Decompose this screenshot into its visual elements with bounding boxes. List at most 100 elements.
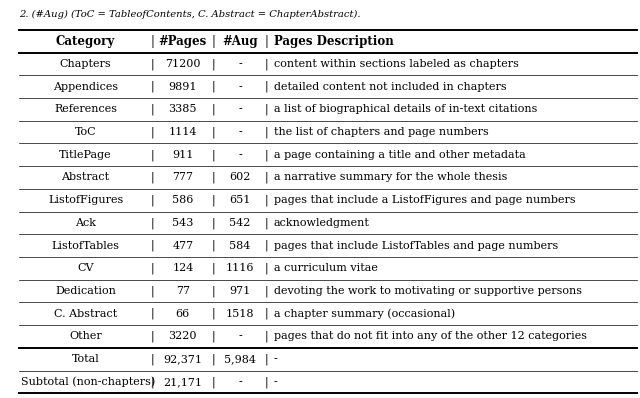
Text: 971: 971 [229, 286, 251, 296]
Text: a narrative summary for the whole thesis: a narrative summary for the whole thesis [274, 172, 508, 182]
Text: |: | [264, 35, 268, 48]
Text: Pages Description: Pages Description [274, 35, 394, 48]
Text: |: | [212, 331, 216, 342]
Text: |: | [264, 195, 268, 206]
Text: |: | [150, 217, 154, 228]
Text: |: | [264, 172, 268, 183]
Text: -: - [238, 59, 242, 69]
Text: |: | [264, 376, 268, 388]
Text: |: | [264, 126, 268, 138]
Text: 1116: 1116 [226, 263, 254, 273]
Text: |: | [150, 331, 154, 342]
Text: pages that do not fit into any of the other 12 categories: pages that do not fit into any of the ot… [274, 332, 587, 341]
Text: Total: Total [72, 354, 99, 364]
Text: -: - [238, 82, 242, 92]
Text: |: | [212, 126, 216, 138]
Text: 477: 477 [172, 241, 193, 251]
Text: |: | [212, 58, 216, 70]
Text: |: | [150, 126, 154, 138]
Text: |: | [264, 58, 268, 70]
Text: |: | [212, 172, 216, 183]
Text: 5,984: 5,984 [224, 354, 256, 364]
Text: -: - [238, 104, 242, 114]
Text: 911: 911 [172, 150, 193, 160]
Text: -: - [274, 377, 278, 387]
Text: 92,371: 92,371 [163, 354, 202, 364]
Text: |: | [150, 240, 154, 252]
Text: 9891: 9891 [168, 82, 197, 92]
Text: |: | [264, 263, 268, 274]
Text: CV: CV [77, 263, 94, 273]
Text: |: | [212, 353, 216, 365]
Text: 543: 543 [172, 218, 193, 228]
Text: |: | [212, 217, 216, 228]
Text: |: | [150, 353, 154, 365]
Text: -: - [238, 127, 242, 137]
Text: |: | [212, 103, 216, 115]
Text: |: | [212, 149, 216, 160]
Text: |: | [212, 195, 216, 206]
Text: |: | [264, 81, 268, 92]
Text: |: | [264, 217, 268, 228]
Text: |: | [150, 195, 154, 206]
Text: |: | [264, 308, 268, 320]
Text: |: | [212, 263, 216, 274]
Text: acknowledgment: acknowledgment [274, 218, 370, 228]
Text: |: | [264, 103, 268, 115]
Text: |: | [212, 240, 216, 252]
Text: 777: 777 [172, 172, 193, 182]
Text: #Pages: #Pages [159, 35, 207, 48]
Text: 124: 124 [172, 263, 193, 273]
Text: |: | [264, 285, 268, 297]
Text: 71200: 71200 [165, 59, 200, 69]
Text: |: | [264, 149, 268, 160]
Text: |: | [264, 331, 268, 342]
Text: -: - [238, 377, 242, 387]
Text: |: | [150, 263, 154, 274]
Text: |: | [150, 149, 154, 160]
Text: |: | [212, 285, 216, 297]
Text: 602: 602 [229, 172, 251, 182]
Text: Appendices: Appendices [53, 82, 118, 92]
Text: Chapters: Chapters [60, 59, 111, 69]
Text: |: | [150, 81, 154, 92]
Text: ListofFigures: ListofFigures [48, 195, 124, 205]
Text: Ack: Ack [75, 218, 96, 228]
Text: |: | [212, 35, 216, 48]
Text: pages that include ListofTables and page numbers: pages that include ListofTables and page… [274, 241, 558, 251]
Text: the list of chapters and page numbers: the list of chapters and page numbers [274, 127, 489, 137]
Text: a chapter summary (occasional): a chapter summary (occasional) [274, 308, 455, 319]
Text: |: | [150, 103, 154, 115]
Text: |: | [150, 35, 154, 48]
Text: detailed content not included in chapters: detailed content not included in chapter… [274, 82, 506, 92]
Text: Abstract: Abstract [61, 172, 109, 182]
Text: 651: 651 [229, 195, 251, 205]
Text: |: | [150, 58, 154, 70]
Text: 21,171: 21,171 [163, 377, 202, 387]
Text: 1114: 1114 [168, 127, 197, 137]
Text: |: | [264, 353, 268, 365]
Text: ToC: ToC [75, 127, 97, 137]
Text: #Aug: #Aug [222, 35, 258, 48]
Text: 542: 542 [229, 218, 251, 228]
Text: |: | [150, 172, 154, 183]
Text: content within sections labeled as chapters: content within sections labeled as chapt… [274, 59, 519, 69]
Text: a page containing a title and other metadata: a page containing a title and other meta… [274, 150, 525, 160]
Text: |: | [264, 240, 268, 252]
Text: C. Abstract: C. Abstract [54, 309, 117, 319]
Text: |: | [150, 285, 154, 297]
Text: Subtotal (non-chapters): Subtotal (non-chapters) [21, 377, 156, 387]
Text: 3385: 3385 [168, 104, 197, 114]
Text: 584: 584 [229, 241, 251, 251]
Text: |: | [212, 308, 216, 320]
Text: |: | [212, 376, 216, 388]
Text: Dedication: Dedication [55, 286, 116, 296]
Text: 77: 77 [176, 286, 190, 296]
Text: a curriculum vitae: a curriculum vitae [274, 263, 378, 273]
Text: pages that include a ListofFigures and page numbers: pages that include a ListofFigures and p… [274, 195, 575, 205]
Text: |: | [150, 376, 154, 388]
Text: References: References [54, 104, 117, 114]
Text: -: - [274, 354, 278, 364]
Text: 3220: 3220 [168, 332, 197, 341]
Text: |: | [212, 81, 216, 92]
